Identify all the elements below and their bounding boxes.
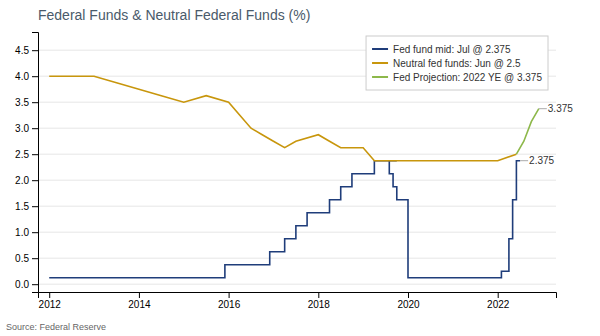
y-tick-label: 3.5 [15,97,29,108]
legend: Fed fund mid: Jul @ 2.375 Neutral fed fun… [366,36,548,90]
y-tick-mark [32,258,38,259]
x-tick-mark [49,292,50,298]
y-tick-label: 4.0 [15,71,29,82]
y-tick: 2.5 [15,149,38,160]
y-tick-label: 2.0 [15,175,29,186]
y-tick-label: 0.5 [15,253,29,264]
x-axis-line [39,293,557,299]
marks [49,76,539,278]
chart-svg: 2012 2014 2016 2018 2020 2022 0.0 0.5 1.0 1.5 2.0 2… [0,0,600,336]
y-tick-mark [32,76,38,77]
y-tick-mark [32,102,38,103]
x-tick-label: 2016 [218,299,241,310]
x-tick-label: 2022 [487,299,510,310]
plot-area: 2012 2014 2016 2018 2020 2022 0.0 0.5 1.0 1.5 2.0 2… [15,33,573,311]
x-axis: 2012 2014 2016 2018 2020 2022 [39,292,557,310]
x-tick-mark [408,292,409,298]
y-tick-mark [32,232,38,233]
grid-line [38,232,556,233]
y-tick: 3.5 [15,97,38,108]
y-tick-mark [32,206,38,207]
legend-label: Fed fund mid: Jul @ 2.375 [393,44,511,55]
legend-swatch [372,62,388,64]
grid-line [38,206,556,207]
x-tick-mark [229,292,230,298]
y-tick-label: 3.0 [15,123,29,134]
annotations: 3.375 2.375 [520,103,573,166]
title: Federal Funds & Neutral Federal Funds (%… [38,7,310,23]
y-axis-line [32,33,39,293]
series-line [49,161,520,278]
y-tick-mark [32,284,38,285]
legend-swatch [372,76,388,78]
annotation-text: 3.375 [548,103,573,114]
x-tick: 2022 [487,292,510,310]
grid-line [38,102,556,103]
x-tick-label: 2012 [39,299,62,310]
legend-box [366,36,548,90]
x-tick-mark [498,292,499,298]
legend-label: Neutral fed funds: Jun @ 2.5 [393,58,521,69]
grid-line [38,128,556,129]
annotation-text: 2.375 [529,155,554,166]
y-tick: 4.0 [15,71,38,82]
y-tick: 2.0 [15,175,38,186]
legend-label: Fed Projection: 2022 YE @ 3.375 [393,72,542,83]
x-tick: 2020 [397,292,420,310]
y-tick-mark [32,50,38,51]
annotation-line [520,160,528,161]
grid-line [38,180,556,181]
chart-container: 2012 2014 2016 2018 2020 2022 0.0 0.5 1.0 1.5 2.0 2… [0,0,600,336]
y-tick: 1.5 [15,201,38,212]
x-tick-label: 2018 [308,299,331,310]
annotation-line [539,108,547,109]
legend-swatch [372,48,388,50]
x-tick: 2012 [39,292,62,310]
y-axis: 0.0 0.5 1.0 1.5 2.0 2.5 3.0 3.5 4.0 4.5 [15,33,38,293]
grid-line [38,154,556,155]
x-tick-label: 2020 [397,299,420,310]
y-tick: 0.5 [15,253,38,264]
background [0,0,600,336]
y-tick: 3.0 [15,123,38,134]
y-tick: 1.0 [15,227,38,238]
x-tick: 2016 [218,292,241,310]
y-tick-label: 1.0 [15,227,29,238]
series-line [516,109,538,155]
x-tick-mark [318,292,319,298]
x-tick-label: 2014 [128,299,151,310]
y-tick-label: 1.5 [15,201,29,212]
x-tick: 2018 [308,292,331,310]
y-tick: 4.5 [15,45,38,56]
y-tick-label: 4.5 [15,45,29,56]
y-tick-mark [32,128,38,129]
grid-line [38,284,556,285]
y-tick-mark [32,180,38,181]
y-tick-label: 2.5 [15,149,29,160]
x-tick-mark [139,292,140,298]
y-tick-label: 0.0 [15,279,29,290]
y-tick-mark [32,154,38,155]
y-tick: 0.0 [15,279,38,290]
source: Source: Federal Reserve [6,322,106,332]
x-tick: 2014 [128,292,151,310]
grid-line [38,258,556,259]
